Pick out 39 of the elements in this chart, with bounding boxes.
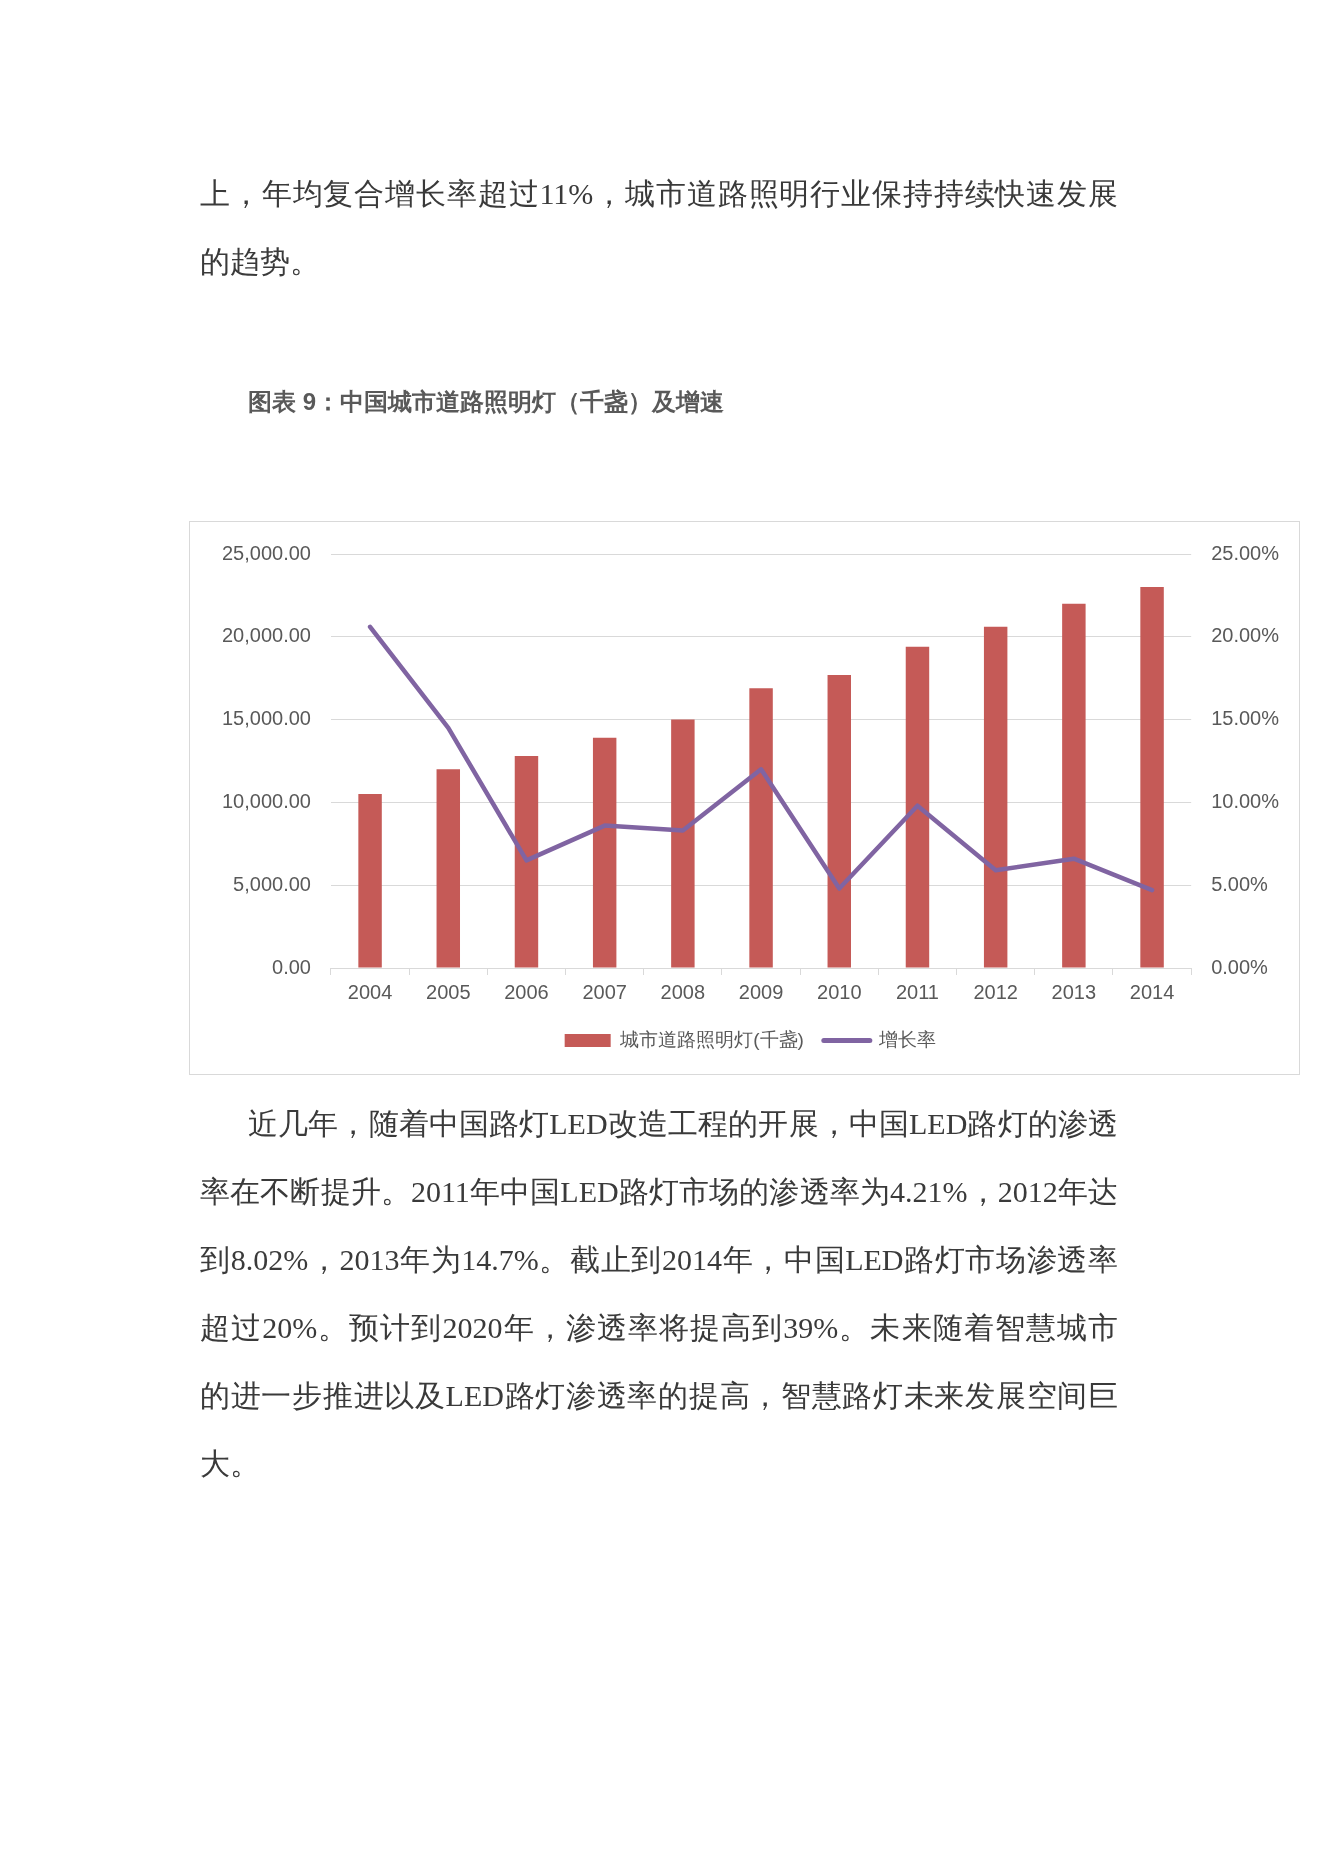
legend-label: 增长率	[878, 1028, 937, 1050]
y2-tick-label: 5.00%	[1211, 872, 1269, 895]
x-tick-label: 2009	[738, 980, 784, 1003]
y2-tick-label: 15.00%	[1211, 707, 1280, 730]
x-tick-label: 2005	[426, 980, 471, 1003]
x-tick-label: 2010	[817, 980, 862, 1003]
x-tick-label: 2008	[660, 980, 706, 1003]
x-tick-label: 2007	[582, 980, 627, 1003]
text: 上，年均复合增长率超过11%，城市道路照明行业保持持续快速发展的趋势。	[200, 176, 1118, 280]
chart-title: 图表 9：中国城市道路照明灯（千盏）及增速	[248, 387, 725, 417]
text: 近几年，随着中国路灯LED改造工程的开展，中国LED路灯的渗透率在不断提升。2011年中国LED路灯市场的渗透率为4.21%，2012年达到8.02%，2013年为14.7%。截止到2014年，中国LED路灯市场渗透率超过20%。预计到2020年，渗透率将提高到39%。未来随着智慧城市的进一步推进以及LED路灯渗透率的提高，智慧路灯未来发展空间巨大。	[200, 1106, 1118, 1482]
y2-tick-label: 20.00%	[1211, 624, 1280, 647]
bar	[749, 688, 773, 968]
x-tick-label: 2014	[1129, 980, 1175, 1003]
bar	[983, 626, 1008, 968]
y2-tick-label: 25.00%	[1211, 541, 1280, 564]
y-tick-label: 20,000.00	[221, 624, 311, 647]
y-tick-label: 15,000.00	[221, 707, 311, 730]
bar	[827, 674, 851, 968]
bar	[671, 719, 695, 968]
bar	[436, 769, 460, 968]
y-tick-label: 10,000.00	[221, 789, 311, 812]
x-tick-label: 2012	[973, 980, 1018, 1003]
x-tick-label: 2006	[504, 980, 549, 1003]
bar	[358, 794, 382, 968]
legend-label: 城市道路照明灯(千盏)	[619, 1028, 804, 1050]
bar	[1140, 587, 1164, 968]
bar	[1062, 603, 1086, 968]
y2-tick-label: 10.00%	[1211, 789, 1280, 812]
y-tick-label: 25,000.00	[221, 541, 311, 564]
bar	[514, 756, 539, 968]
y-tick-label: 0.00	[272, 955, 311, 978]
bar	[905, 646, 930, 968]
x-tick-label: 2011	[895, 980, 939, 1003]
x-tick-label: 2004	[347, 980, 393, 1003]
x-tick-label: 2013	[1051, 980, 1097, 1003]
y2-tick-label: 0.00%	[1211, 955, 1269, 978]
y-tick-label: 5,000.00	[233, 872, 311, 895]
bar	[592, 737, 617, 968]
